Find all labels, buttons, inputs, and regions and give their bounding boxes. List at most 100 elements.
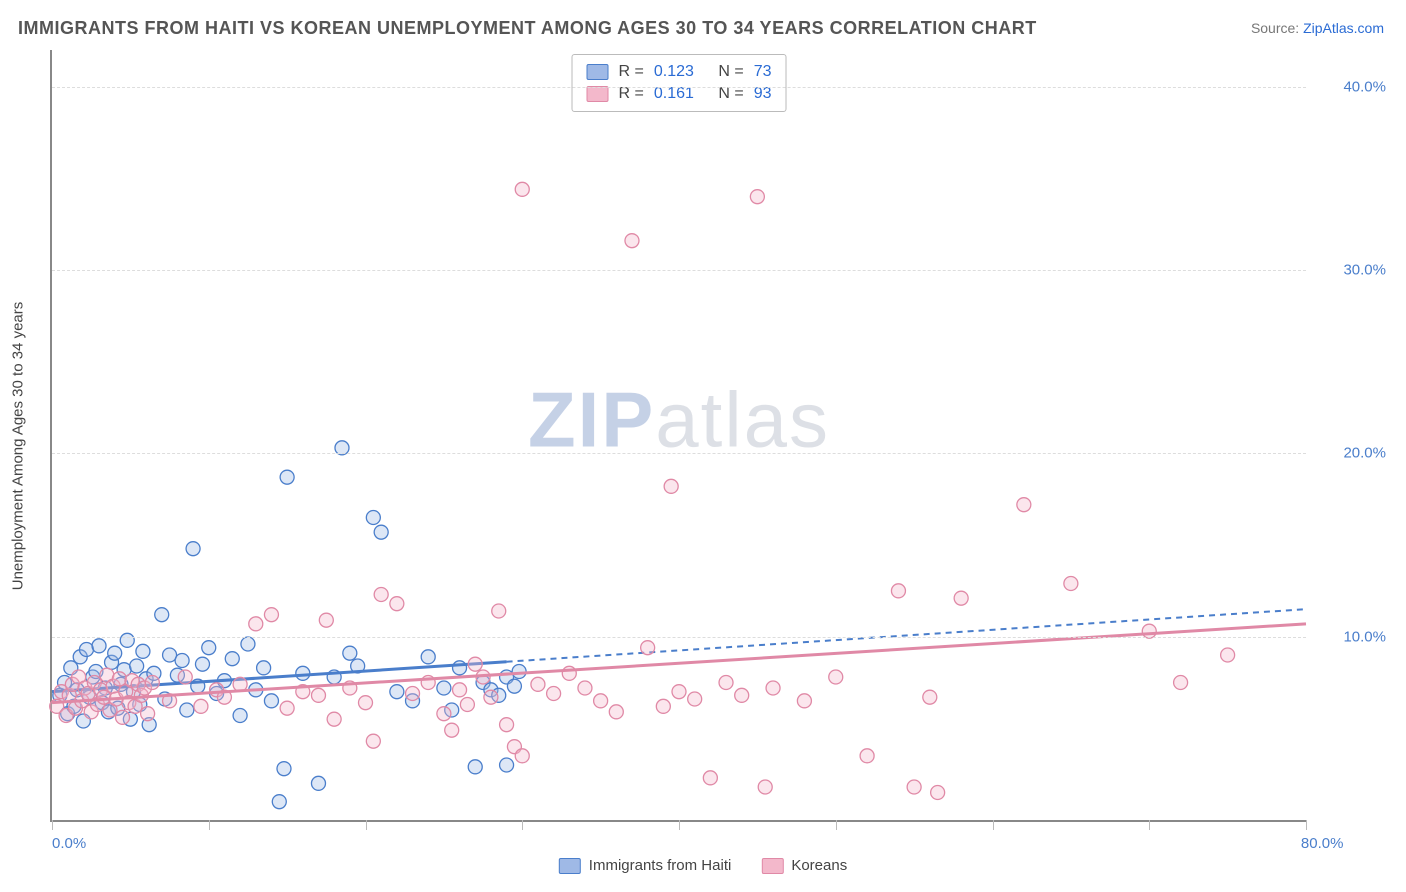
data-point — [664, 479, 678, 493]
data-point — [180, 703, 194, 717]
data-point — [233, 709, 247, 723]
y-tick-label: 10.0% — [1343, 628, 1386, 645]
data-point — [366, 734, 380, 748]
data-point — [120, 633, 134, 647]
data-point — [860, 749, 874, 763]
data-point — [578, 681, 592, 695]
data-point — [507, 679, 521, 693]
x-tick — [522, 820, 523, 830]
data-point — [366, 511, 380, 525]
data-point — [359, 696, 373, 710]
data-point — [797, 694, 811, 708]
chart-title: IMMIGRANTS FROM HAITI VS KOREAN UNEMPLOY… — [18, 18, 1037, 39]
data-point — [112, 672, 126, 686]
data-point — [931, 786, 945, 800]
y-axis-title: Unemployment Among Ages 30 to 34 years — [10, 302, 27, 591]
x-tick — [679, 820, 680, 830]
data-point — [257, 661, 271, 675]
data-point — [136, 644, 150, 658]
data-point — [92, 639, 106, 653]
data-point — [374, 525, 388, 539]
data-point — [264, 608, 278, 622]
data-point — [515, 749, 529, 763]
data-point — [735, 688, 749, 702]
data-point — [688, 692, 702, 706]
data-point — [453, 683, 467, 697]
plot-area: ZIPatlas R = 0.123 N = 73 R = 0.161 N = … — [50, 50, 1306, 822]
source-link[interactable]: ZipAtlas.com — [1303, 20, 1384, 36]
grid-line — [52, 637, 1306, 638]
data-point — [515, 182, 529, 196]
data-point — [249, 617, 263, 631]
data-point — [421, 650, 435, 664]
legend-item-koreans[interactable]: Koreans — [761, 857, 847, 874]
data-point — [437, 707, 451, 721]
data-point — [280, 470, 294, 484]
data-point — [175, 654, 189, 668]
data-point — [374, 588, 388, 602]
data-point — [163, 648, 177, 662]
x-tick — [993, 820, 994, 830]
data-point — [907, 780, 921, 794]
data-point — [460, 698, 474, 712]
data-point — [766, 681, 780, 695]
data-point — [500, 758, 514, 772]
data-point — [594, 694, 608, 708]
x-tick — [836, 820, 837, 830]
data-point — [311, 688, 325, 702]
data-point — [390, 597, 404, 611]
data-point — [656, 699, 670, 713]
data-point — [484, 690, 498, 704]
data-point — [437, 681, 451, 695]
data-point — [116, 710, 130, 724]
data-point — [1221, 648, 1235, 662]
trend-line-dashed — [507, 609, 1306, 662]
x-tick — [1306, 820, 1307, 830]
data-point — [202, 641, 216, 655]
data-point — [923, 690, 937, 704]
x-tick — [52, 820, 53, 830]
data-point — [311, 776, 325, 790]
data-point — [719, 676, 733, 690]
x-tick-label: 80.0% — [1301, 835, 1344, 852]
data-point — [343, 646, 357, 660]
data-point — [327, 712, 341, 726]
data-point — [750, 190, 764, 204]
data-point — [406, 687, 420, 701]
legend-label-koreans: Koreans — [791, 857, 847, 874]
x-tick — [1149, 820, 1150, 830]
legend-swatch-haiti — [559, 858, 581, 874]
data-point — [141, 707, 155, 721]
data-point — [500, 718, 514, 732]
source-label: Source: — [1251, 20, 1299, 36]
data-point — [272, 795, 286, 809]
data-point — [625, 234, 639, 248]
legend-item-haiti[interactable]: Immigrants from Haiti — [559, 857, 732, 874]
data-point — [829, 670, 843, 684]
legend-label-haiti: Immigrants from Haiti — [589, 857, 732, 874]
series-legend: Immigrants from Haiti Koreans — [559, 857, 847, 874]
data-point — [194, 699, 208, 713]
data-point — [1017, 498, 1031, 512]
data-point — [145, 676, 159, 690]
data-point — [672, 685, 686, 699]
legend-swatch-koreans — [761, 858, 783, 874]
data-point — [79, 643, 93, 657]
data-point — [130, 659, 144, 673]
chart-svg — [52, 50, 1306, 820]
data-point — [390, 685, 404, 699]
data-point — [241, 637, 255, 651]
data-point — [319, 613, 333, 627]
data-point — [758, 780, 772, 794]
y-tick-label: 30.0% — [1343, 262, 1386, 279]
y-tick-label: 40.0% — [1343, 78, 1386, 95]
data-point — [195, 657, 209, 671]
data-point — [492, 604, 506, 618]
data-point — [703, 771, 717, 785]
grid-line — [52, 87, 1306, 88]
x-tick — [209, 820, 210, 830]
data-point — [468, 760, 482, 774]
x-tick-label: 0.0% — [52, 835, 86, 852]
y-tick-label: 20.0% — [1343, 445, 1386, 462]
data-point — [641, 641, 655, 655]
